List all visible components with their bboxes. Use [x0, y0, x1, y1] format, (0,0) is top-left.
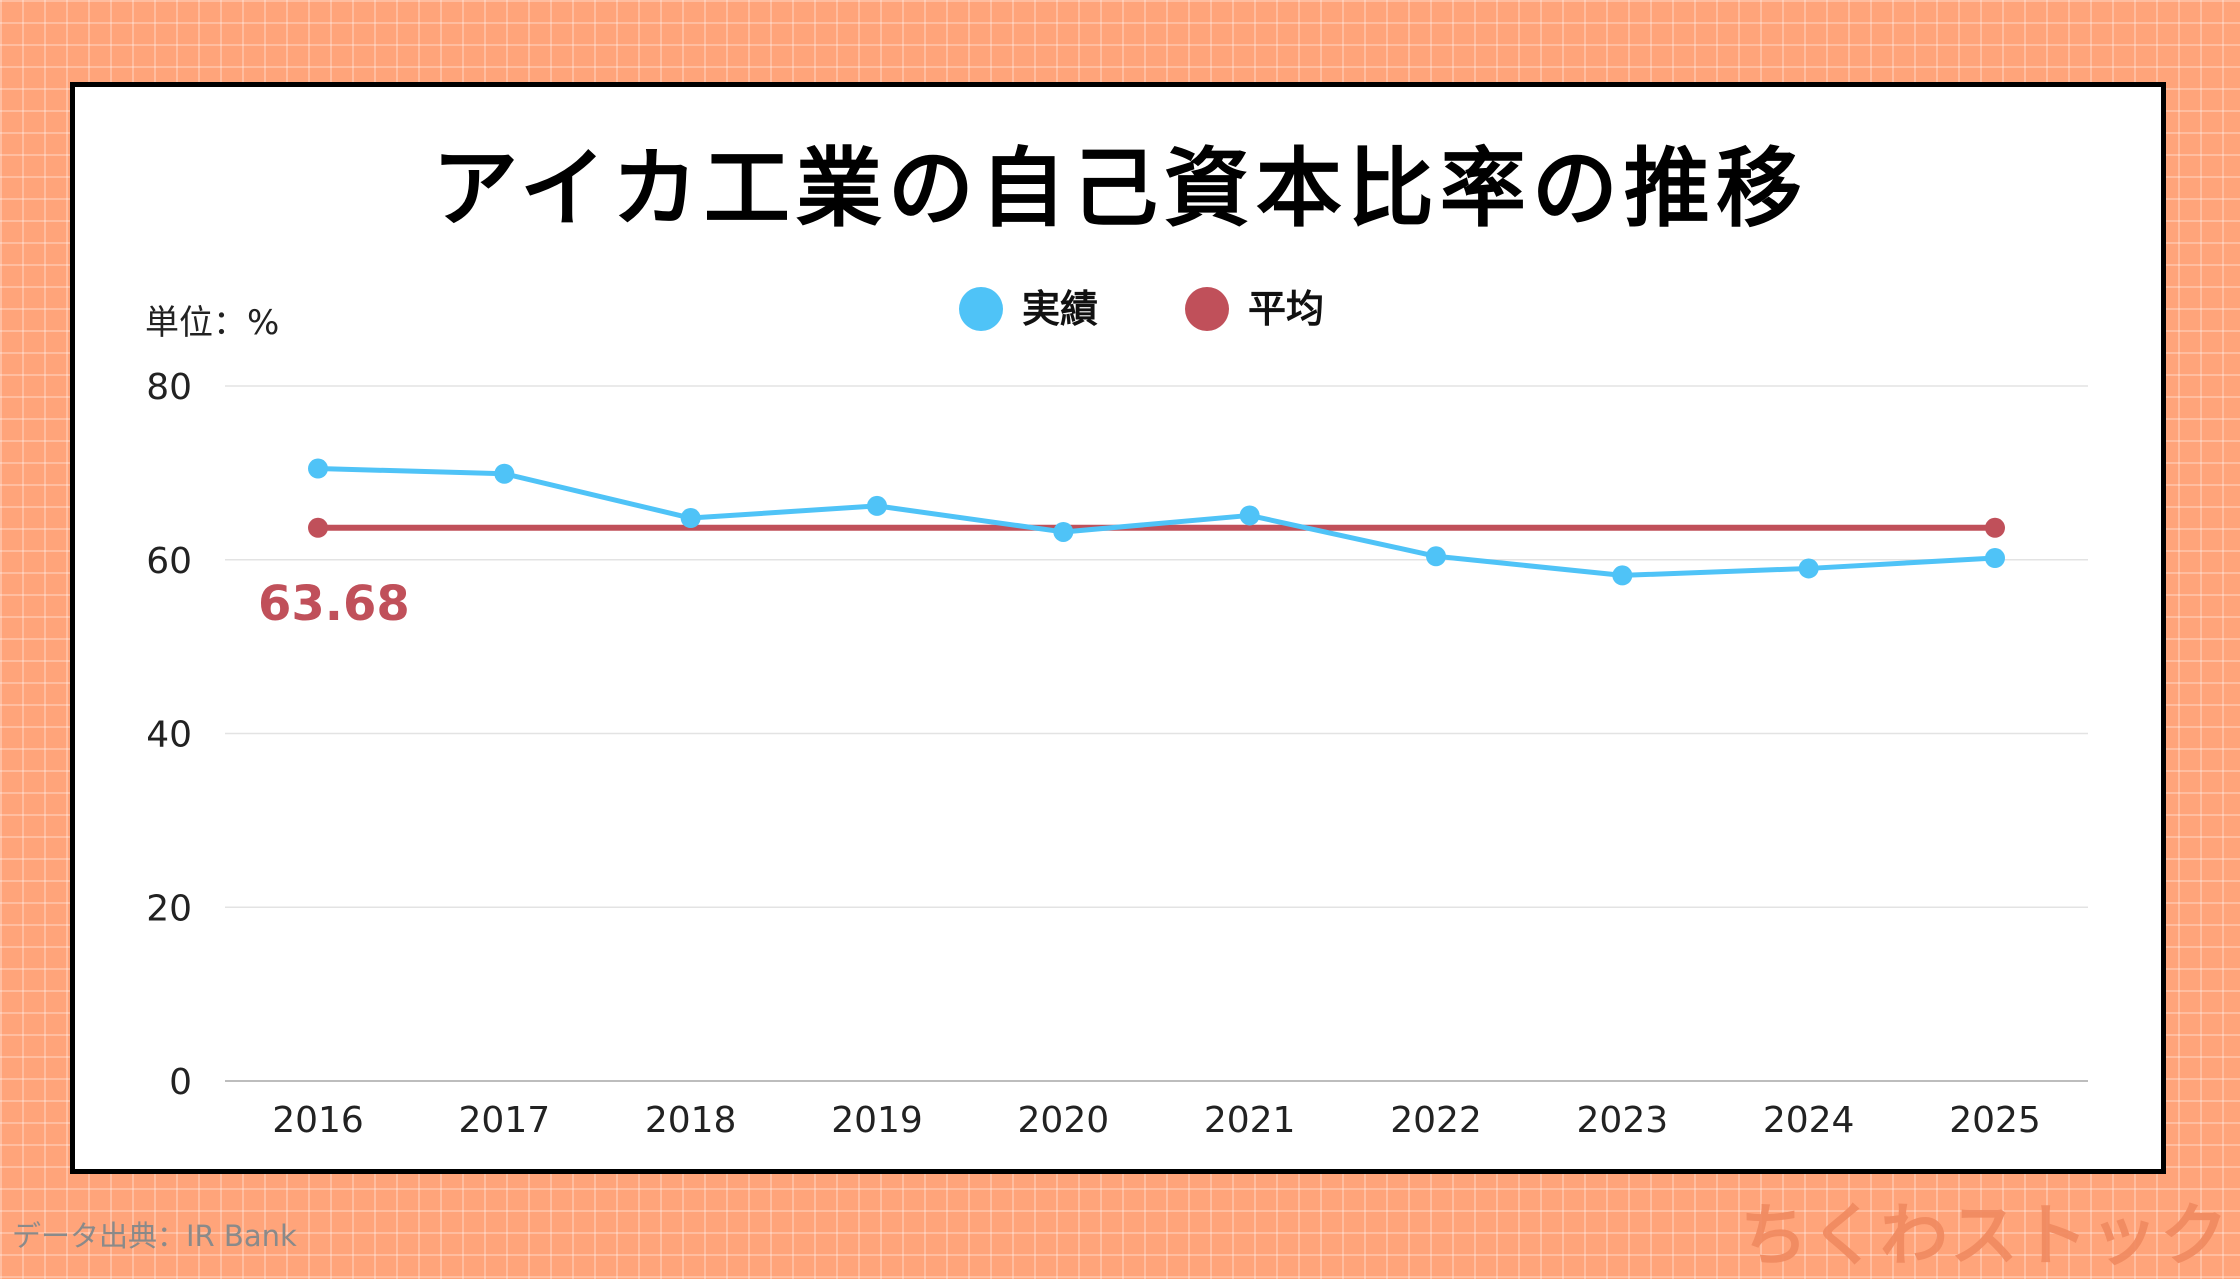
data-source-note: データ出典：IR Bank	[12, 1219, 297, 1253]
legend-marker-平均	[1185, 287, 1229, 331]
point-実績-2023	[1612, 565, 1633, 586]
brand-watermark: ちくわストック	[1739, 1197, 2230, 1276]
point-実績-2024	[1798, 558, 1819, 579]
point-実績-2020	[1053, 521, 1074, 542]
legend-marker-実績	[959, 287, 1003, 331]
x-tick-label-2017: 2017	[459, 1100, 551, 1141]
x-tick-label-2019: 2019	[831, 1100, 923, 1141]
x-tick-label-2020: 2020	[1018, 1100, 1110, 1141]
y-tick-label-20: 20	[146, 888, 192, 929]
x-tick-label-2024: 2024	[1763, 1100, 1855, 1141]
point-実績-2016	[308, 458, 328, 479]
y-tick-label-80: 80	[146, 367, 192, 408]
x-tick-label-2018: 2018	[645, 1100, 737, 1141]
point-実績-2025	[1985, 548, 2005, 569]
y-tick-label-60: 60	[146, 541, 192, 582]
series-line-実績	[315, 466, 1998, 578]
axis-labels: 0 20 40 60 80 単位：% 2016 2017 2018 2019 2020 2021 202…	[145, 303, 2041, 1141]
series-layer	[308, 458, 2005, 586]
grid-lines	[225, 385, 2088, 1082]
y-tick-label-40: 40	[146, 715, 192, 756]
x-tick-label-2025: 2025	[1949, 1100, 2041, 1141]
point-実績-2021	[1239, 505, 1260, 526]
x-tick-label-2021: 2021	[1204, 1100, 1296, 1141]
chart-title: アイカ工業の自己資本比率の推移	[432, 139, 1808, 239]
point-実績-2018	[680, 508, 701, 529]
point-実績-2022	[1426, 546, 1446, 567]
x-tick-label-2016: 2016	[272, 1100, 364, 1141]
legend: 実績 平均	[959, 287, 1324, 331]
legend-label-平均: 平均	[1248, 287, 1324, 331]
x-tick-label-2023: 2023	[1577, 1100, 1669, 1141]
point-平均-2025	[1985, 517, 2005, 538]
point-実績-2017	[494, 463, 515, 484]
x-tick-label-2022: 2022	[1390, 1100, 1482, 1141]
average-value-label: 63.68	[258, 576, 410, 632]
y-tick-label-0: 0	[169, 1062, 192, 1103]
point-実績-2019	[867, 495, 887, 516]
chart-panel	[70, 82, 2166, 1174]
legend-label-実績: 実績	[1022, 287, 1098, 331]
unit-label: 単位：%	[145, 303, 279, 343]
point-平均-2016	[308, 517, 328, 538]
